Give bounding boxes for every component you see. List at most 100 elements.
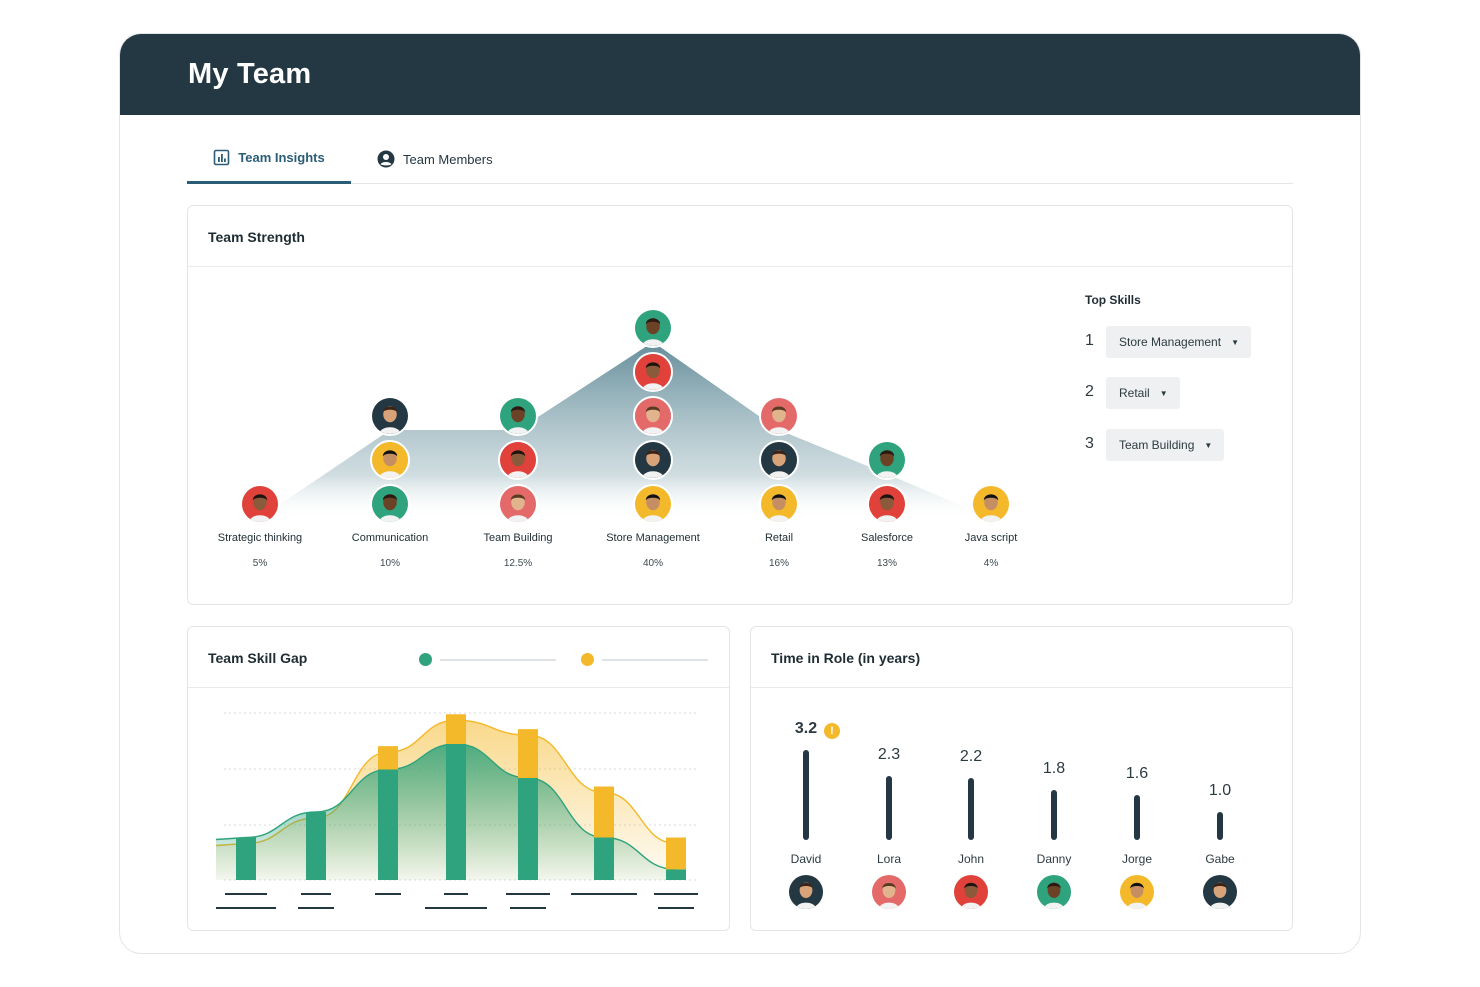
team-skill-gap-card: Team Skill Gap xyxy=(187,626,730,931)
tab-team-insights[interactable]: Team Insights xyxy=(187,134,351,184)
tab-label: Team Insights xyxy=(238,150,325,165)
time-value: 2.2 xyxy=(959,748,983,766)
member-avatar[interactable] xyxy=(240,484,280,524)
card-title: Time in Role (in years) xyxy=(771,650,921,666)
skill-label: Salesforce xyxy=(861,532,913,544)
member-avatar[interactable] xyxy=(498,396,538,436)
gap-bar-yellow xyxy=(594,786,614,838)
dropdown-value: Team Building xyxy=(1119,438,1195,452)
gap-bar-green xyxy=(446,744,466,880)
member-avatar[interactable] xyxy=(759,396,799,436)
page-title: My Team xyxy=(188,58,312,90)
top-skill-dropdown-1[interactable]: Store Management ▼ xyxy=(1106,326,1251,358)
member-avatar[interactable] xyxy=(498,440,538,480)
person-avatar[interactable] xyxy=(1201,873,1239,911)
rank-number: 1 xyxy=(1085,332,1094,349)
legend-line xyxy=(440,659,556,661)
gap-bar-yellow xyxy=(446,714,466,744)
gap-bar-yellow xyxy=(666,837,686,870)
member-avatar[interactable] xyxy=(633,440,673,480)
time-value: 2.3 xyxy=(877,745,901,763)
caret-down-icon: ▼ xyxy=(1231,337,1239,347)
member-avatar[interactable] xyxy=(867,440,907,480)
gap-bar-green xyxy=(666,869,686,880)
divider xyxy=(188,266,1292,267)
skill-label: Store Management xyxy=(606,532,700,544)
skill-percent: 13% xyxy=(876,558,897,569)
member-avatar[interactable] xyxy=(370,440,410,480)
member-avatar[interactable] xyxy=(370,484,410,524)
person-name: Jorge xyxy=(1121,852,1153,866)
time-value: 3.2 xyxy=(794,720,818,738)
tab-label: Team Members xyxy=(403,151,493,167)
strength-area-chart xyxy=(258,342,1058,520)
person-avatar[interactable] xyxy=(1118,873,1156,911)
app-window: My Team Team Insights Team Members Team … xyxy=(119,33,1361,954)
member-avatar[interactable] xyxy=(498,484,538,524)
member-avatar[interactable] xyxy=(971,484,1011,524)
rank-number: 3 xyxy=(1085,435,1094,452)
skill-percent: 4% xyxy=(983,558,999,569)
gap-bar-yellow xyxy=(378,746,398,770)
top-skill-dropdown-3[interactable]: Team Building ▼ xyxy=(1106,429,1225,461)
person-name: John xyxy=(957,852,985,866)
time-bar xyxy=(1217,812,1223,840)
member-avatar[interactable] xyxy=(759,484,799,524)
dropdown-value: Retail xyxy=(1119,386,1150,400)
divider xyxy=(188,687,729,688)
card-title: Team Strength xyxy=(208,229,305,245)
rank-number: 2 xyxy=(1085,383,1094,400)
time-in-role-card: Time in Role (in years) 3.2! David 2.3 Lora… xyxy=(750,626,1293,931)
person-name: Danny xyxy=(1036,852,1072,866)
skill-percent: 12.5% xyxy=(503,558,533,569)
time-bar xyxy=(1134,795,1140,840)
skill-percent: 10% xyxy=(379,558,400,569)
time-bar xyxy=(803,750,809,840)
gap-bar-green xyxy=(306,812,326,880)
member-avatar[interactable] xyxy=(633,308,673,348)
person-avatar[interactable] xyxy=(787,873,825,911)
dropdown-value: Store Management xyxy=(1119,335,1222,349)
skill-percent: 16% xyxy=(768,558,789,569)
member-avatar[interactable] xyxy=(759,440,799,480)
gap-bar-green xyxy=(236,837,256,880)
member-avatar[interactable] xyxy=(633,352,673,392)
tab-team-members[interactable]: Team Members xyxy=(377,134,493,184)
caret-down-icon: ▼ xyxy=(1204,440,1213,450)
skill-gap-chart xyxy=(215,712,698,909)
person-avatar[interactable] xyxy=(870,873,908,911)
caret-down-icon: ▼ xyxy=(1159,388,1168,398)
app-header: My Team xyxy=(120,34,1360,115)
person-avatar[interactable] xyxy=(1035,873,1073,911)
card-title: Team Skill Gap xyxy=(208,650,308,666)
member-avatar[interactable] xyxy=(633,396,673,436)
top-skill-dropdown-2[interactable]: Retail ▼ xyxy=(1106,377,1180,409)
skill-label: Strategic thinking xyxy=(217,532,303,544)
skill-label: Retail xyxy=(764,532,794,544)
member-avatar[interactable] xyxy=(633,484,673,524)
legend-yellow-dot xyxy=(581,653,594,666)
time-value: 1.8 xyxy=(1042,759,1066,777)
person-name: Gabe xyxy=(1205,852,1235,866)
gap-bar-green xyxy=(594,837,614,880)
bar-chart-icon xyxy=(213,149,230,166)
person-avatar[interactable] xyxy=(952,873,990,911)
skill-percent: 40% xyxy=(642,558,663,569)
person-name: David xyxy=(790,852,822,866)
member-avatar[interactable] xyxy=(370,396,410,436)
member-avatar[interactable] xyxy=(867,484,907,524)
top-skills-title: Top Skills xyxy=(1085,293,1141,307)
gap-bar-green xyxy=(518,778,538,880)
gap-bar-yellow xyxy=(518,729,538,778)
legend-line xyxy=(602,659,708,661)
time-value: 1.6 xyxy=(1125,765,1149,783)
skill-label: Communication xyxy=(351,532,429,544)
time-bar xyxy=(1051,789,1057,840)
warning-icon[interactable]: ! xyxy=(824,723,840,740)
user-circle-icon xyxy=(377,150,395,168)
team-strength-card: Team Strength Top Skills 1 Store Managem… xyxy=(187,205,1293,605)
time-bar xyxy=(886,775,892,840)
skill-label: Java script xyxy=(964,532,1018,544)
skill-label: Team Building xyxy=(483,532,553,544)
legend-green-dot xyxy=(419,653,432,666)
